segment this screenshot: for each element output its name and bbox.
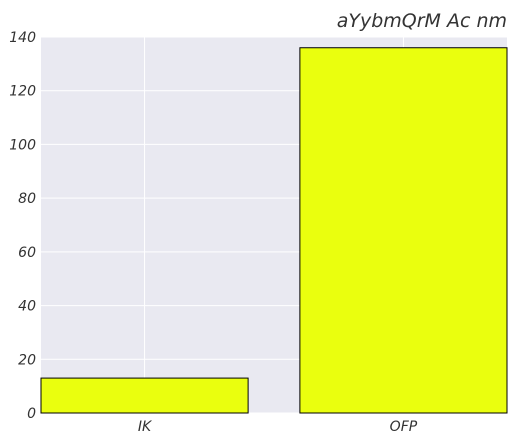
bar-ik bbox=[40, 377, 249, 414]
y-tick-label: 100 bbox=[9, 137, 36, 153]
x-tick-labels: IK OFP bbox=[138, 419, 418, 435]
y-tick-label: 40 bbox=[18, 299, 36, 315]
y-tick-label: 0 bbox=[27, 406, 36, 422]
y-tick-label: 80 bbox=[18, 191, 36, 207]
bar-ofp bbox=[299, 47, 508, 414]
y-tick-labels: 0 20 40 60 80 100 120 140 bbox=[9, 30, 36, 422]
chart-title: aYybmQrM Ac nm bbox=[337, 10, 507, 32]
y-tick-label: 20 bbox=[18, 352, 36, 368]
y-tick-label: 120 bbox=[9, 84, 36, 100]
x-tick-label: OFP bbox=[390, 419, 418, 435]
y-tick-label: 60 bbox=[18, 245, 36, 261]
x-tick-label: IK bbox=[138, 419, 153, 435]
bars bbox=[40, 47, 508, 414]
y-tick-label: 140 bbox=[9, 30, 36, 46]
